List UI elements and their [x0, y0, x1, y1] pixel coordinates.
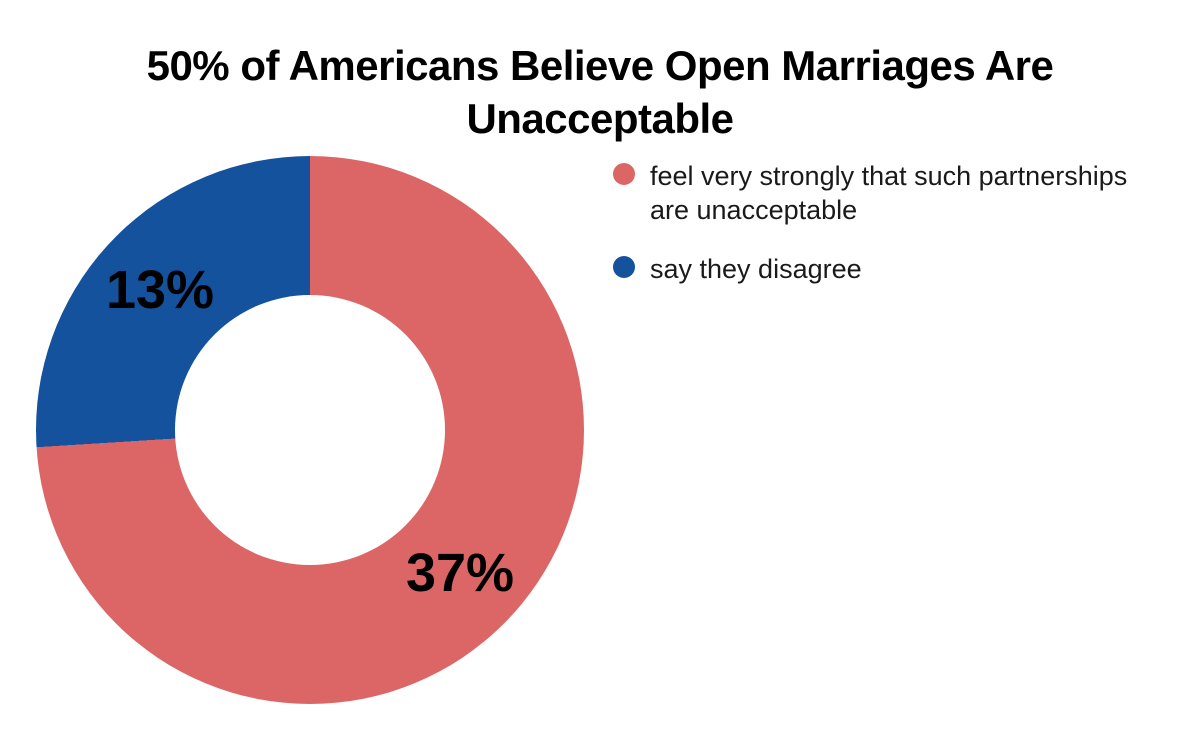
chart-title: 50% of Americans Believe Open Marriages … [0, 40, 1200, 146]
legend-dot-icon [613, 255, 635, 278]
legend: feel very strongly that such partnership… [613, 159, 1153, 310]
legend-dot-icon [613, 163, 635, 185]
chart-title-line2: Unacceptable [466, 94, 734, 142]
donut-hole [175, 295, 445, 565]
legend-item-unacceptable: feel very strongly that such partnership… [613, 159, 1153, 228]
legend-label-unacceptable: feel very strongly that such partnership… [650, 161, 1128, 226]
slice-label-disagree: 13% [105, 260, 215, 320]
legend-label-disagree: say they disagree [650, 253, 862, 284]
slice-label-unacceptable: 37% [405, 543, 515, 603]
donut-chart: 13% 37% [36, 156, 584, 704]
legend-item-disagree: say they disagree [613, 252, 1153, 286]
chart-title-line1: 50% of Americans Believe Open Marriages … [146, 42, 1054, 89]
